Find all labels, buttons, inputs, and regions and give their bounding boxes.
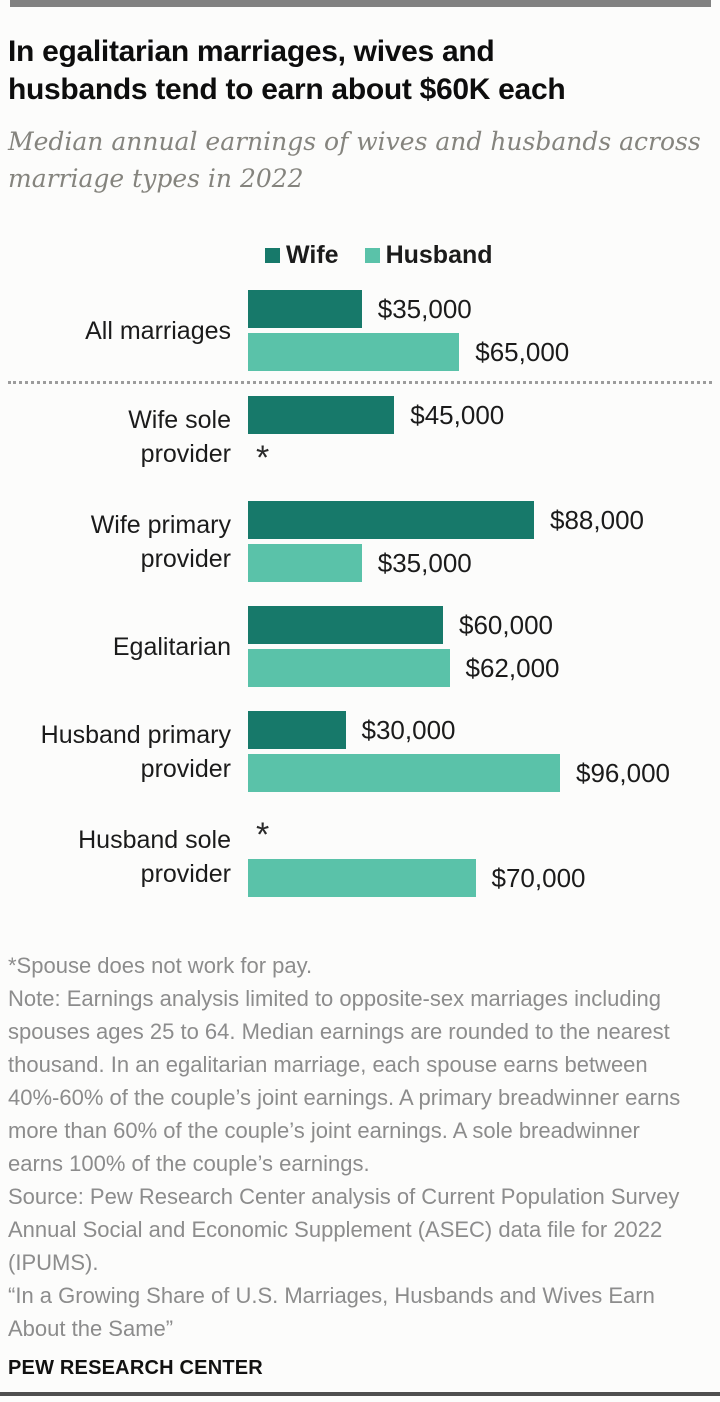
category-label-line: All marriages	[85, 316, 231, 345]
bar-group-husband-primary-provider: Husband primary provider $30,000 $96,000	[0, 711, 720, 792]
dotted-separator	[8, 381, 712, 384]
chart-subtitle-line1: Median annual earnings of wives and husb…	[8, 127, 701, 156]
category-label-line: Egalitarian	[112, 632, 231, 661]
bar-group-wife-primary-provider: Wife primary provider $88,000 $35,000	[0, 501, 720, 582]
wife-row: $60,000	[248, 606, 720, 644]
chart-header: In egalitarian marriages, wives and husb…	[0, 33, 720, 197]
category-label: All marriages	[0, 290, 248, 371]
bar-rows: $35,000 $65,000	[248, 290, 720, 371]
value-label: $35,000	[377, 547, 472, 578]
category-label-line: Wife sole	[128, 405, 231, 434]
bar-group-wife-sole-provider: Wife sole provider $45,000 *	[0, 396, 720, 477]
legend-item-husband: Husband	[364, 241, 493, 270]
bar-group-husband-sole-provider: Husband sole provider * $70,000	[0, 816, 720, 897]
chart-footnotes: *Spouse does not work for pay. Note: Ear…	[8, 949, 698, 1345]
value-label: $45,000	[410, 399, 505, 430]
no-data-asterisk: *	[256, 816, 270, 854]
value-label: $62,000	[465, 652, 560, 683]
category-label-line: provider	[140, 754, 231, 783]
wife-row: $35,000	[248, 290, 720, 328]
category-label: Husband sole provider	[0, 816, 248, 897]
legend-item-wife: Wife	[265, 241, 339, 270]
bar-group-all-marriages: All marriages $35,000 $65,000	[0, 290, 720, 371]
husband-bar	[248, 333, 460, 371]
bar-group-egalitarian: Egalitarian $60,000 $62,000	[0, 606, 720, 687]
category-label: Wife primary provider	[0, 501, 248, 582]
bar-rows: * $70,000	[248, 816, 720, 897]
wife-swatch-icon	[265, 248, 280, 263]
husband-bar	[248, 544, 362, 582]
wife-bar	[248, 606, 443, 644]
wife-row: $30,000	[248, 711, 720, 749]
value-label: $88,000	[550, 504, 644, 535]
wife-bar	[248, 290, 362, 328]
bottom-border-rule	[0, 1392, 720, 1396]
husband-bar	[248, 754, 560, 792]
husband-row: $96,000	[248, 754, 720, 792]
value-label: $30,000	[361, 714, 456, 745]
wife-bar	[248, 396, 395, 434]
husband-row: $65,000	[248, 333, 720, 371]
category-label: Wife sole provider	[0, 396, 248, 477]
no-data-asterisk: *	[256, 439, 270, 477]
value-label: $35,000	[377, 293, 472, 324]
bar-rows: $88,000 $35,000	[248, 501, 720, 582]
husband-row: $35,000	[248, 544, 720, 582]
category-label: Husband primary provider	[0, 711, 248, 792]
source-note: Source: Pew Research Center analysis of …	[8, 1184, 680, 1275]
chart-subtitle: Median annual earnings of wives and husb…	[8, 123, 712, 197]
chart-legend: Wife Husband	[265, 241, 720, 270]
husband-row: $62,000	[248, 649, 720, 687]
value-label: $70,000	[491, 862, 586, 893]
chart-title-line1: In egalitarian marriages, wives and	[8, 35, 495, 68]
category-label-line: provider	[140, 544, 231, 573]
legend-label-husband: Husband	[385, 241, 493, 269]
category-label-line: provider	[140, 859, 231, 888]
chart-title-line2: husbands tend to earn about $60K each	[8, 73, 566, 106]
wife-bar	[248, 711, 346, 749]
husband-swatch-icon	[364, 248, 380, 263]
bar-rows: $30,000 $96,000	[248, 711, 720, 792]
value-label: $96,000	[576, 757, 670, 788]
wife-bar	[248, 501, 534, 539]
bar-rows: $45,000 *	[248, 396, 720, 477]
bar-rows: $60,000 $62,000	[248, 606, 720, 687]
wife-row: $45,000	[248, 396, 720, 434]
category-label-line: Husband primary	[40, 720, 231, 749]
chart-title: In egalitarian marriages, wives and husb…	[8, 33, 712, 109]
value-label: $60,000	[459, 609, 553, 640]
methodology-note: Note: Earnings analysis limited to oppos…	[8, 986, 681, 1176]
legend-label-wife: Wife	[286, 241, 339, 269]
value-label: $65,000	[475, 336, 570, 367]
asterisk-note: *Spouse does not work for pay.	[8, 953, 313, 978]
category-label-line: Husband sole	[78, 825, 231, 854]
report-title-quote: “In a Growing Share of U.S. Marriages, H…	[8, 1283, 655, 1341]
category-label-line: Wife primary	[90, 510, 231, 539]
wife-row: *	[248, 816, 720, 854]
category-label-line: provider	[140, 439, 231, 468]
pew-research-center-brand: PEW RESEARCH CENTER	[8, 1357, 263, 1379]
top-border-strip	[10, 0, 711, 7]
category-label: Egalitarian	[0, 606, 248, 687]
husband-bar	[248, 859, 476, 897]
husband-bar	[248, 649, 450, 687]
bar-chart: All marriages $35,000 $65,000 Wife sol	[0, 290, 720, 897]
wife-row: $88,000	[248, 501, 720, 539]
chart-subtitle-line2: marriage types in 2022	[8, 164, 304, 193]
husband-row: $70,000	[248, 859, 720, 897]
husband-row: *	[248, 439, 720, 477]
